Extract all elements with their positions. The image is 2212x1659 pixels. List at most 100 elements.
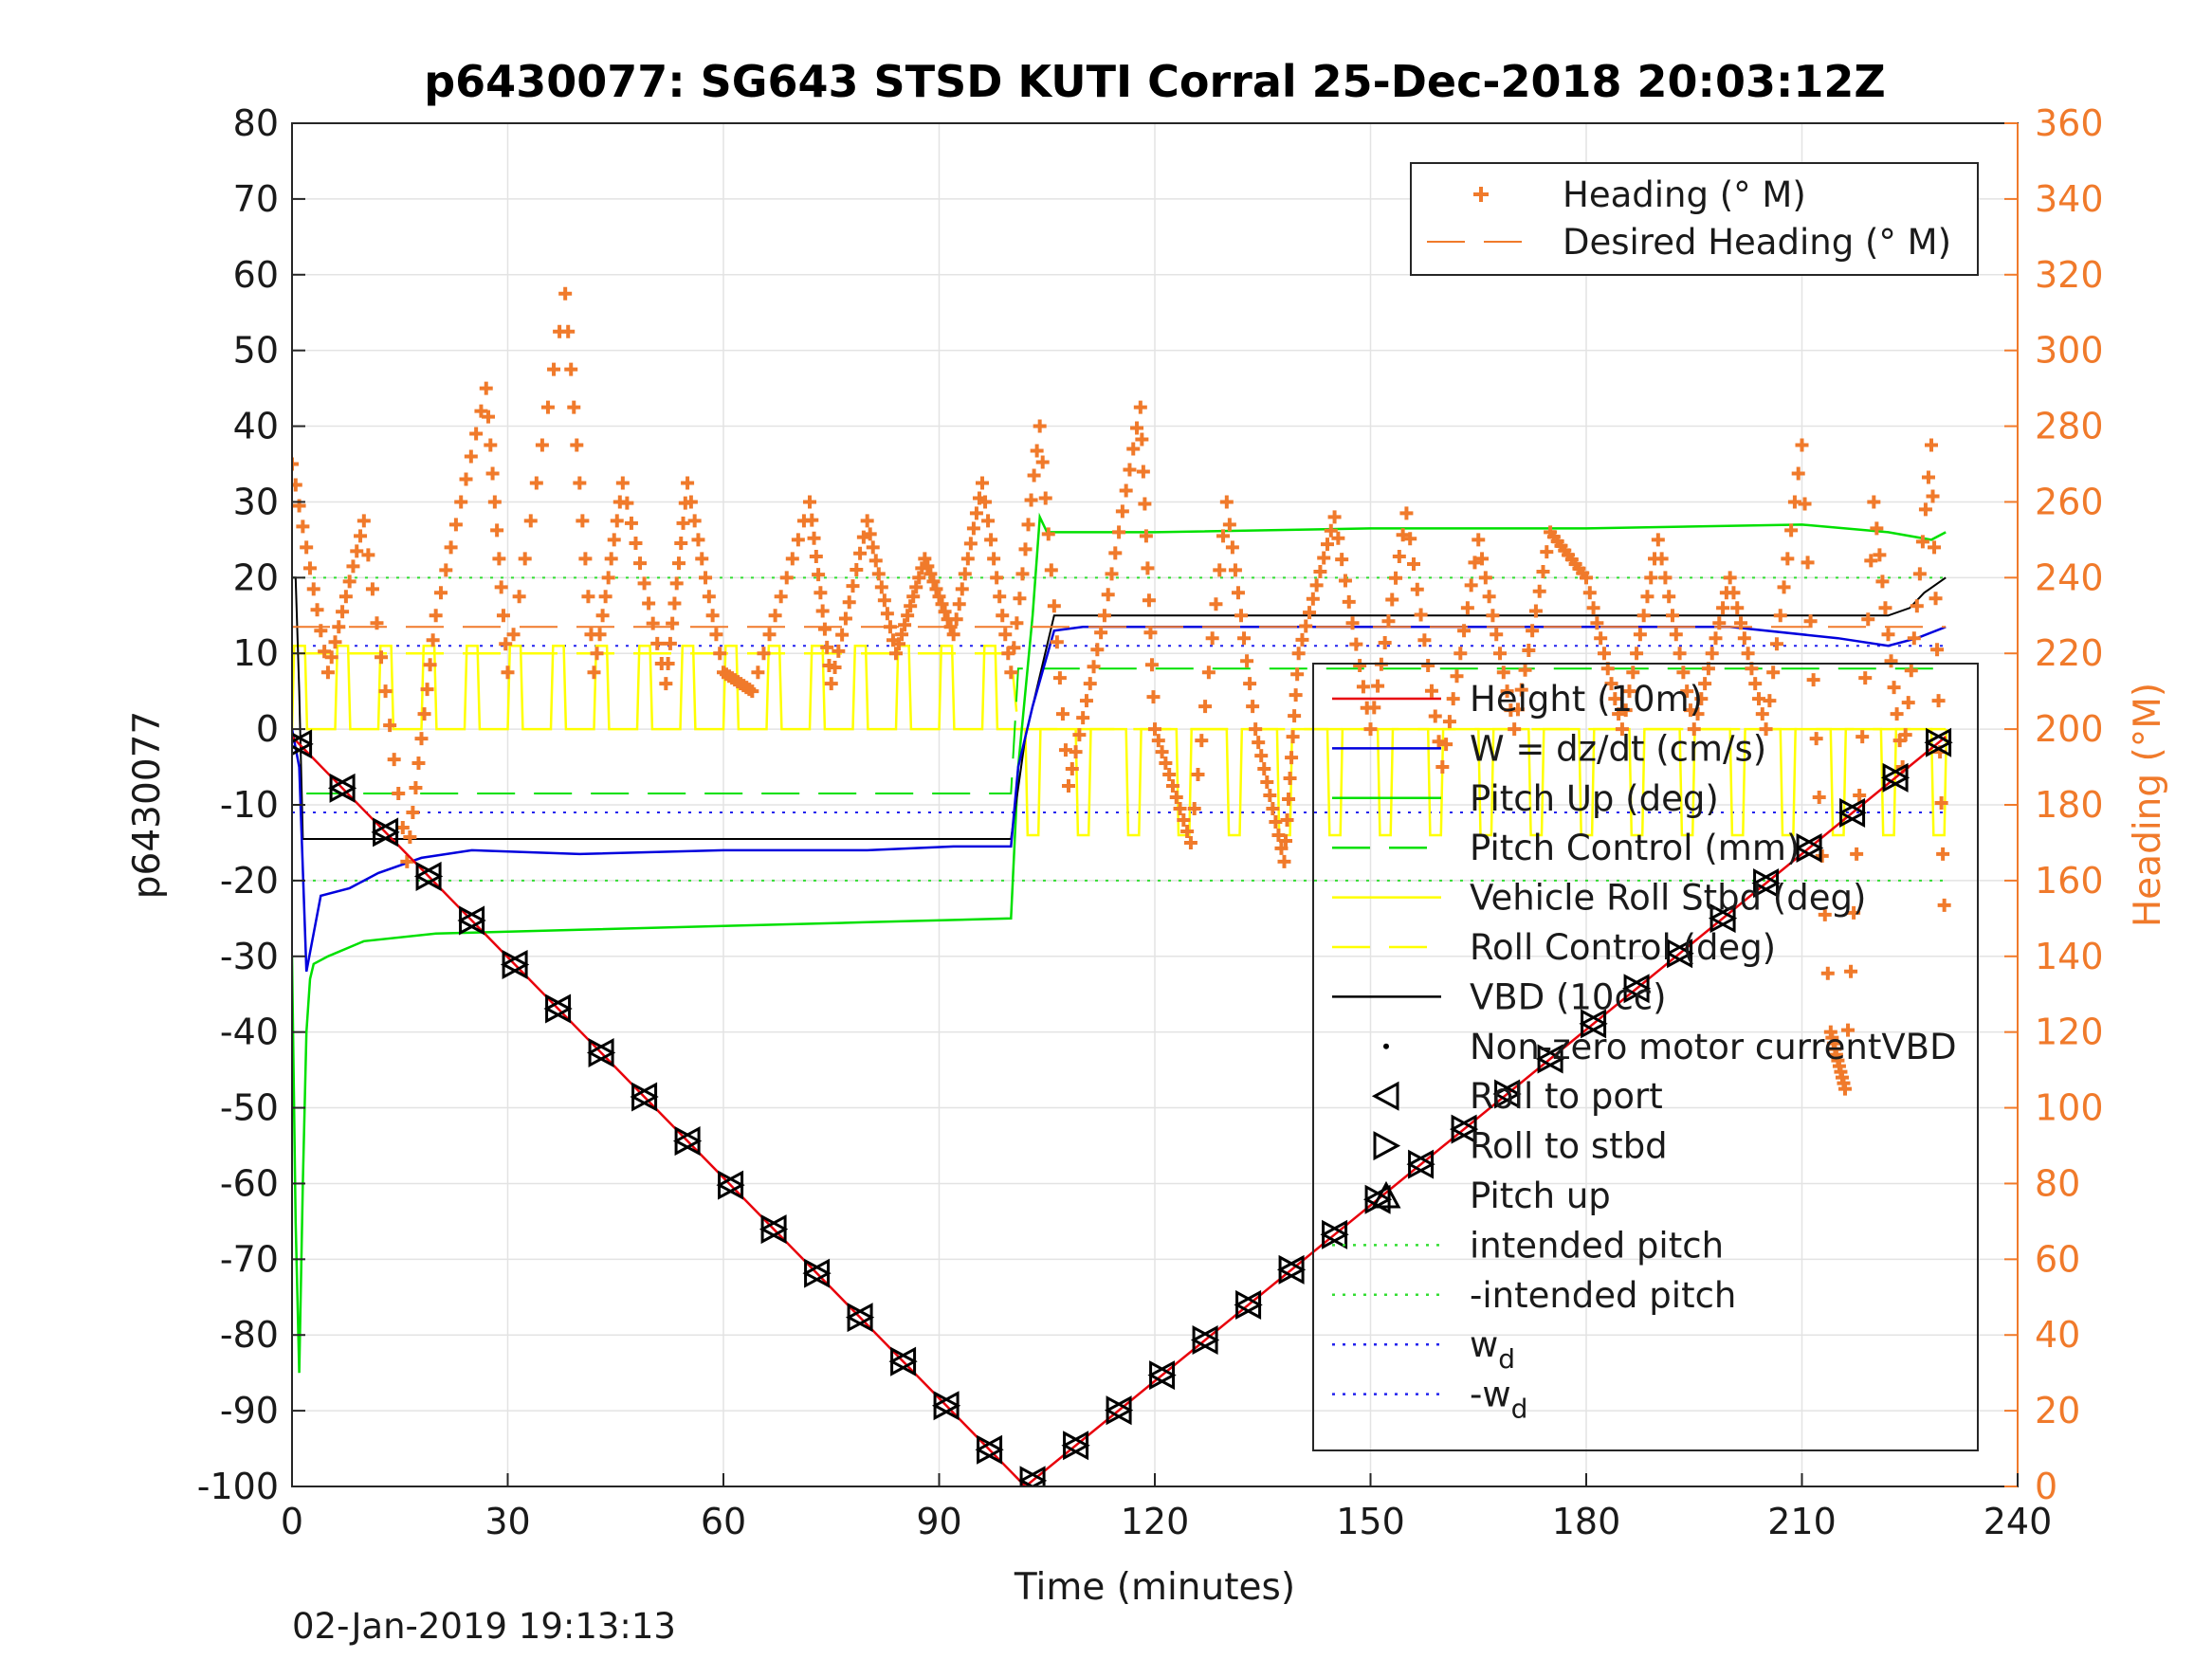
heading-marker [943, 620, 958, 634]
heading-marker [1130, 421, 1144, 435]
heading-marker [1820, 966, 1835, 980]
heading-marker [1389, 571, 1403, 585]
heading-marker [1136, 465, 1150, 479]
heading-marker [1741, 647, 1755, 661]
heading-marker [1850, 847, 1864, 861]
heading-marker [633, 556, 648, 571]
x-axis-label: Time (minutes) [1014, 1566, 1295, 1609]
heading-marker [414, 732, 429, 746]
heading-marker [578, 552, 593, 566]
heading-marker [990, 571, 1004, 585]
heading-marker [681, 476, 695, 490]
heading-marker [1142, 593, 1156, 608]
heading-marker [935, 597, 949, 611]
heading-marker [1349, 637, 1363, 651]
roll-stbd-marker [1926, 727, 1953, 757]
heading-marker [1918, 502, 1932, 517]
heading-marker [1135, 432, 1149, 447]
heading-marker [1286, 730, 1300, 744]
heading-marker [866, 540, 880, 555]
heading-marker [1277, 854, 1291, 868]
heading-marker [296, 520, 310, 534]
heading-marker [1317, 551, 1331, 565]
heading-marker [1759, 722, 1773, 737]
roll-stbd-marker [1063, 1431, 1090, 1461]
heading-marker [960, 552, 975, 566]
heading-marker [751, 665, 765, 680]
heading-marker [946, 628, 960, 642]
heading-marker [496, 609, 510, 623]
heading-marker [1858, 671, 1873, 685]
heading-marker [1079, 694, 1093, 708]
roll-stbd-marker [1623, 974, 1652, 1004]
y-tick-label: 30 [233, 481, 279, 522]
heading-marker [966, 521, 980, 536]
heading-marker [1254, 749, 1269, 763]
heading-marker [1342, 594, 1356, 609]
heading-marker [1763, 694, 1777, 708]
heading-marker [1180, 824, 1195, 838]
vehicle-roll-line [292, 644, 1948, 837]
heading-marker [1594, 631, 1608, 646]
heading-marker [1165, 779, 1179, 793]
heading-marker [624, 516, 638, 530]
y-tick-label: 60 [233, 254, 279, 296]
roll-stbd-marker [1408, 1149, 1435, 1179]
y2-tick-label: 240 [2035, 556, 2104, 598]
heading-marker [1285, 751, 1299, 765]
heading-marker [842, 595, 856, 610]
heading-marker [699, 571, 713, 585]
y-tick-label: -10 [220, 784, 279, 826]
roll-stbd-marker [1322, 1219, 1349, 1249]
heading-marker [1806, 673, 1820, 687]
roll-stbd-marker [459, 905, 486, 936]
heading-marker [1801, 556, 1815, 570]
legend-main-box [1312, 663, 1979, 1451]
heading-marker [1636, 609, 1651, 623]
heading-marker [1755, 707, 1769, 721]
heading-marker [1283, 772, 1297, 786]
left-axis-ticks: 80 70 60 50 40 30 20 10 0 -10 -20 -30 -40 -50 -60 -70 -8… [197, 102, 305, 1507]
heading-marker [695, 552, 709, 566]
heading-marker [1290, 667, 1305, 682]
x-tick-label: 60 [701, 1501, 746, 1542]
heading-marker [863, 527, 877, 541]
heading-marker [1926, 489, 1940, 503]
heading-marker [1626, 665, 1640, 680]
heading-marker [567, 400, 581, 414]
heading-marker [853, 546, 868, 560]
heading-marker [1327, 510, 1342, 524]
heading-marker [762, 628, 777, 642]
heading-marker [814, 586, 828, 600]
legend-main-label: W = dz/dt (cm/s) [1470, 728, 1766, 769]
heading-marker [1024, 493, 1038, 507]
heading-marker [383, 719, 397, 733]
heading-marker [955, 582, 969, 596]
legend-swatch [1383, 1043, 1389, 1049]
heading-marker [593, 628, 607, 642]
heading-marker [1586, 601, 1600, 615]
roll-stbd-marker [760, 1214, 789, 1245]
heading-marker [354, 529, 368, 543]
heading-marker [1209, 597, 1223, 611]
heading-marker [1151, 734, 1165, 748]
heading-marker [1698, 677, 1712, 691]
roll-stbd-marker [373, 817, 400, 848]
heading-marker [1928, 540, 1942, 555]
heading-marker [1069, 745, 1083, 759]
heading-marker [1403, 532, 1417, 546]
heading-marker [1644, 571, 1658, 585]
heading-marker [1486, 609, 1500, 623]
legend-heading: Heading (° M) Desired Heading (° M) [1410, 162, 1979, 276]
pitch-control-line [306, 667, 1947, 794]
heading-marker [1139, 529, 1153, 543]
heading-marker [1873, 548, 1887, 562]
heading-marker [1030, 444, 1044, 458]
x-tick-label: 210 [1767, 1501, 1837, 1542]
heading-marker [1934, 796, 1948, 811]
heading-marker [1083, 677, 1097, 691]
heading-marker [375, 650, 389, 665]
heading-marker [484, 438, 498, 452]
heading-marker [454, 495, 468, 509]
legend-heading-marker [1473, 187, 1489, 202]
